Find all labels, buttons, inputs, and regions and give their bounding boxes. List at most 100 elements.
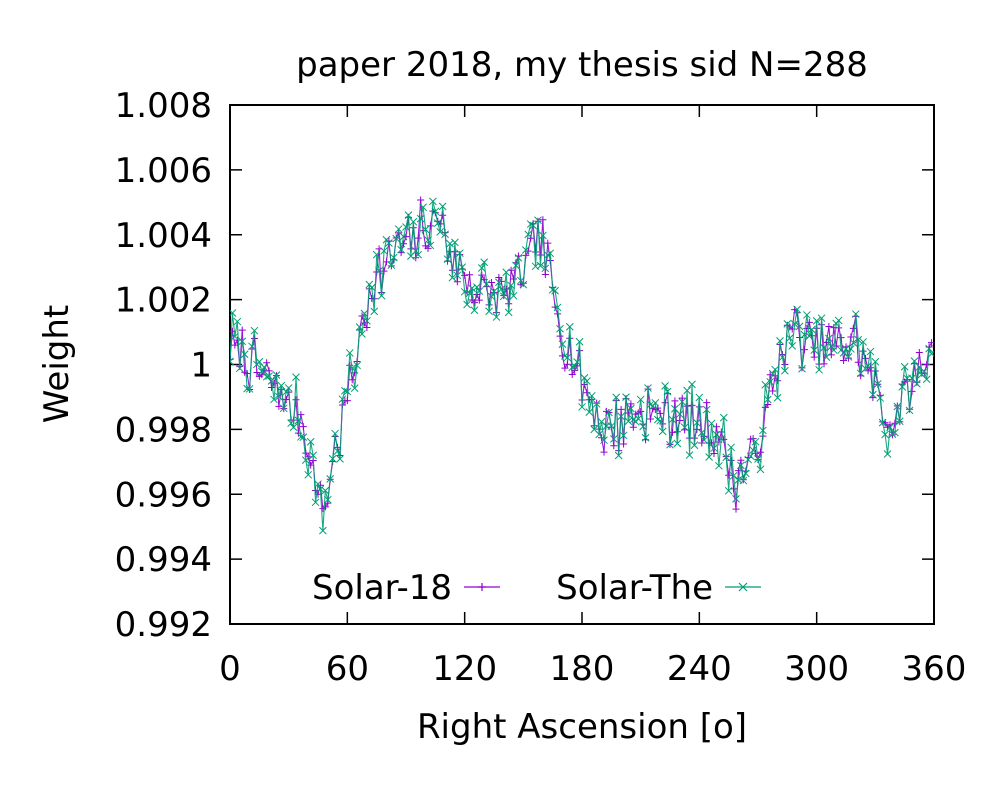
data-point (556, 332, 564, 340)
data-point (637, 408, 645, 416)
data-point (231, 332, 239, 341)
data-point (275, 392, 283, 401)
data-point (671, 397, 679, 405)
data-point (502, 285, 510, 293)
data-point (417, 196, 425, 204)
data-point (707, 419, 716, 428)
data-point (399, 232, 408, 241)
data-point (722, 453, 731, 462)
data-point (883, 450, 892, 458)
data-point (348, 364, 357, 373)
data-point (487, 292, 496, 301)
legend-marker (738, 582, 748, 592)
data-point (866, 347, 875, 356)
data-point (607, 422, 616, 431)
data-point (800, 330, 809, 339)
data-point (323, 495, 332, 504)
data-point (443, 255, 452, 264)
data-point (409, 217, 418, 226)
data-point (864, 361, 872, 370)
data-point (712, 423, 720, 431)
data-point (717, 434, 726, 443)
data-point (333, 447, 342, 456)
data-point (759, 426, 767, 435)
data-point (820, 360, 828, 368)
data-point (541, 264, 550, 273)
data-point (756, 465, 765, 474)
data-point (465, 289, 474, 298)
data-point (267, 377, 276, 385)
data-point (431, 207, 440, 216)
data-point (248, 342, 256, 351)
data-point (746, 452, 755, 461)
data-point (306, 437, 315, 446)
data-point (304, 470, 313, 479)
data-point (675, 410, 684, 419)
data-point (527, 234, 535, 242)
data-point (803, 311, 811, 319)
data-point (497, 285, 506, 294)
data-point (876, 394, 885, 402)
y-tick-label: 0.998 (115, 410, 212, 450)
data-point (807, 325, 816, 334)
legend-label: Solar-18 (312, 568, 452, 608)
data-point (878, 418, 887, 427)
x-axis: 0 60 120 180 240 300 360 (219, 105, 966, 689)
series-line (230, 201, 933, 531)
data-point (661, 382, 669, 390)
data-point (458, 263, 467, 271)
data-point (353, 361, 361, 370)
data-point (609, 435, 618, 443)
data-point (805, 318, 813, 326)
data-point (497, 277, 505, 285)
data-point (355, 323, 364, 331)
data-point (402, 223, 410, 231)
data-point (477, 264, 486, 272)
y-tick-label: 1 (190, 346, 212, 386)
data-point (840, 357, 848, 365)
x-tick-label: 60 (326, 649, 369, 689)
x-tick-label: 180 (550, 649, 615, 689)
y-axis-label: Weight (37, 305, 77, 423)
data-point (270, 395, 278, 404)
data-point (741, 469, 750, 478)
data-point (363, 317, 371, 325)
data-point (348, 376, 356, 384)
data-point (279, 404, 288, 413)
data-point (526, 220, 535, 228)
y-tick-label: 1.004 (115, 216, 212, 256)
data-point (927, 349, 934, 358)
data-point (854, 358, 862, 366)
data-point (377, 291, 386, 300)
data-point (719, 413, 728, 422)
data-point (710, 444, 718, 453)
data-point (426, 222, 434, 230)
data-point (532, 248, 540, 256)
data-point (592, 399, 601, 408)
data-point (468, 284, 476, 293)
data-point (307, 461, 315, 469)
data-point (683, 386, 691, 395)
data-point (233, 317, 242, 326)
data-point (749, 446, 757, 454)
data-point (446, 239, 454, 248)
data-point (898, 382, 907, 391)
data-point (913, 379, 921, 388)
data-point (382, 258, 390, 266)
data-point (240, 350, 249, 359)
data-point (837, 334, 845, 342)
data-point (812, 317, 821, 325)
data-point (761, 380, 770, 389)
data-point (732, 495, 740, 503)
data-point (847, 333, 855, 341)
data-point (795, 322, 804, 331)
data-point (492, 313, 501, 321)
data-point (849, 338, 858, 347)
data-point (793, 305, 801, 314)
data-point (336, 455, 344, 463)
x-tick-label: 300 (784, 649, 849, 689)
data-point (360, 309, 369, 318)
data-point (499, 292, 508, 301)
data-point (928, 339, 934, 347)
data-point (893, 402, 902, 411)
